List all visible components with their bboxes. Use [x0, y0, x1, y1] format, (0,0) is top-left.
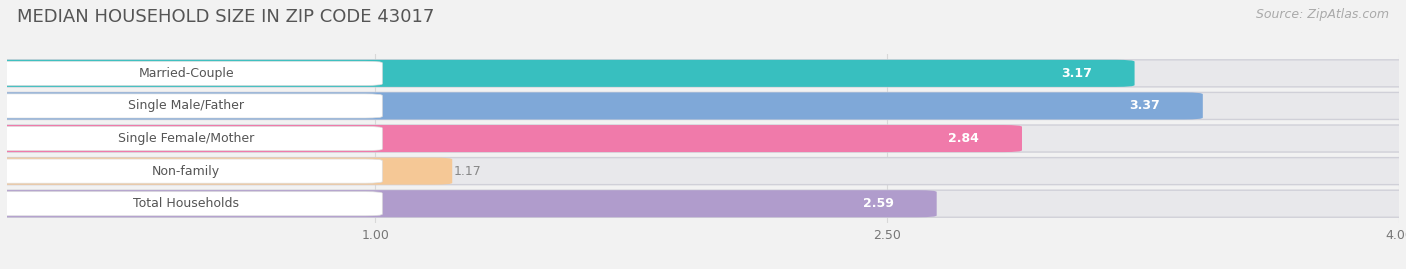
FancyBboxPatch shape	[0, 190, 936, 217]
Text: Single Female/Mother: Single Female/Mother	[118, 132, 254, 145]
FancyBboxPatch shape	[0, 125, 1406, 152]
FancyBboxPatch shape	[0, 126, 382, 151]
FancyBboxPatch shape	[0, 158, 1406, 185]
Text: Source: ZipAtlas.com: Source: ZipAtlas.com	[1256, 8, 1389, 21]
FancyBboxPatch shape	[0, 125, 1022, 152]
FancyBboxPatch shape	[0, 192, 382, 216]
FancyBboxPatch shape	[0, 159, 382, 183]
Text: 1.17: 1.17	[454, 165, 482, 178]
FancyBboxPatch shape	[0, 158, 453, 185]
Text: Married-Couple: Married-Couple	[138, 67, 233, 80]
Text: MEDIAN HOUSEHOLD SIZE IN ZIP CODE 43017: MEDIAN HOUSEHOLD SIZE IN ZIP CODE 43017	[17, 8, 434, 26]
FancyBboxPatch shape	[0, 93, 1202, 119]
FancyBboxPatch shape	[0, 60, 1135, 87]
Text: 2.59: 2.59	[863, 197, 894, 210]
Text: Single Male/Father: Single Male/Father	[128, 100, 245, 112]
Text: Non-family: Non-family	[152, 165, 221, 178]
Text: Total Households: Total Households	[134, 197, 239, 210]
FancyBboxPatch shape	[0, 60, 1406, 87]
Text: 2.84: 2.84	[949, 132, 980, 145]
FancyBboxPatch shape	[0, 190, 1406, 217]
FancyBboxPatch shape	[0, 93, 1406, 119]
FancyBboxPatch shape	[0, 94, 382, 118]
Text: 3.37: 3.37	[1129, 100, 1160, 112]
FancyBboxPatch shape	[0, 61, 382, 86]
Text: 3.17: 3.17	[1062, 67, 1092, 80]
